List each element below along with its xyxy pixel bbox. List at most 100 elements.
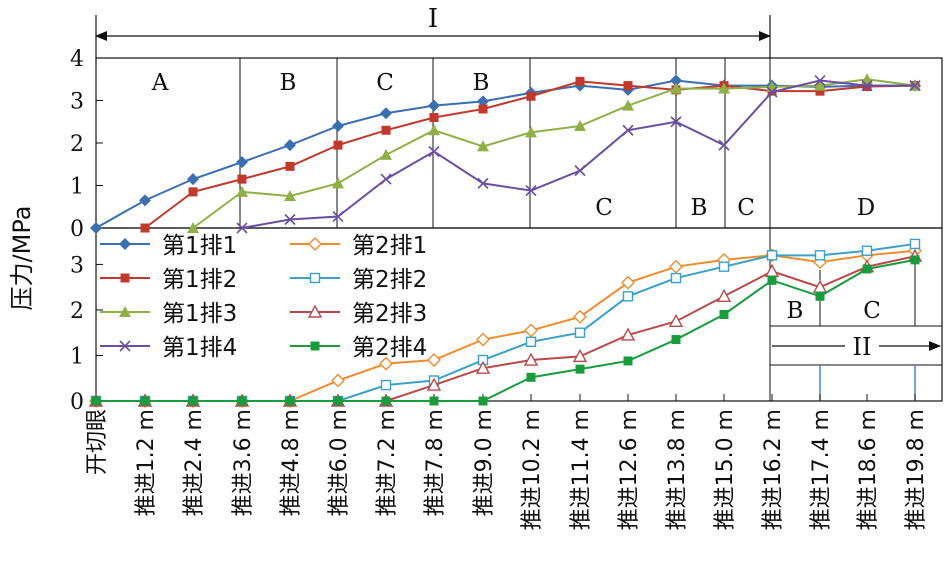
upper-series-3-point-11 [622,99,634,111]
lower-series-4-line [96,258,916,402]
legend-item-7-marker [307,304,323,318]
upper-series-4-point-11 [622,124,634,136]
legend-item-4-label: 第1排4 [162,335,237,361]
upper-y-tick-label-3: 3 [70,90,84,115]
upper-plot-frame [95,57,943,229]
lower-series-4-point-12 [671,335,681,345]
upper-series-1-point-3 [236,156,248,169]
zone-label-b3: B [691,195,708,221]
lower-series-4-point-3 [237,396,247,406]
zone-label-c1: C [376,70,394,96]
legend-item-7-label: 第2排3 [352,301,427,327]
legend-item-4: 第1排4 [100,335,237,361]
upper-series-3-point-13 [718,82,730,94]
upper-series-3-point-8 [477,140,489,152]
legend-item-1-label: 第1排1 [162,233,237,259]
lower-zones: B C II [769,228,942,401]
lower-y-tick-label-0: 0 [70,390,84,415]
upper-y-tick-label-4: 4 [70,47,84,72]
legend-item-8-marker [310,341,320,351]
range-two-label: II [853,333,872,361]
lower-plot-frame [95,227,943,402]
upper-y-tick-label-0: 0 [70,217,84,242]
x-tick-label-0: 开切眼 [85,409,110,475]
zone-label-b2: B [473,70,490,96]
lower-series-3-point-9 [523,352,539,366]
lower-series-2-point-17 [909,238,921,250]
x-tick-label-17: 推进19.8 m [904,409,929,530]
upper-series-4-point-12 [670,116,682,128]
lower-y-tick-label-1: 1 [70,344,84,369]
upper-series-4-point-15 [814,74,826,87]
upper-series-2-point-10 [575,76,585,86]
legend-item-2: 第1排2 [100,267,237,293]
upper-series-4 [236,74,921,234]
legend-item-6-label: 第2排2 [352,267,427,293]
x-tick-label-16: 推进18.6 m [856,409,881,530]
upper-series-3-point-10 [574,120,586,131]
upper-series-1-point-0 [90,222,102,234]
lower-series-2-point-16 [861,245,873,256]
legend-item-3-marker [119,306,131,317]
lower-series-1-point-9 [524,323,538,338]
x-tick-label-7: 推进7.8 m [423,409,448,516]
x-tick-label-4: 推进4.8 m [279,409,304,516]
upper-series-4-point-17 [909,80,921,92]
x-tick-label-11: 推进12.6 m [617,409,642,530]
upper-series-3-point-5 [332,177,344,189]
legend: 第1排1 第1排2 第1排3 第1排4 第2排1 第2排2 第2排3 第2排4 [100,233,427,361]
lower-y-tick-label-3: 3 [70,253,84,278]
lower-series-4-point-14 [767,275,777,285]
lower-series-4-point-2 [188,396,198,406]
upper-series-3-line [192,78,916,229]
lower-y-axis: 0 1 2 3 [70,253,103,415]
upper-series-2-point-8 [478,104,488,114]
lower-series-1-point-6 [379,356,393,371]
upper-series-1-point-12 [670,74,682,87]
upper-series-3-point-7 [428,124,440,136]
lower-series-4-point-1 [140,396,150,406]
upper-series-3-point-6 [380,148,392,160]
lower-series-2-point-14 [766,250,778,261]
upper-series-3-point-15 [814,79,826,91]
x-axis: 开切眼 推进1.2 m 推进2.4 m 推进3.6 m 推进4.8 m 推进6.0 m 推进… [85,394,929,530]
upper-series-4-point-4 [284,213,296,226]
lower-zone-label-c: C [863,298,881,324]
x-tick-label-3: 推进3.6 m [231,409,256,516]
x-tick-label-9: 推进10.2 m [520,409,545,530]
legend-item-5-marker [308,237,322,251]
zone-label-c2: C [595,195,613,221]
legend-item-1: 第1排1 [100,233,237,259]
legend-item-5-label: 第2排1 [352,233,427,259]
lower-series-4-point-16 [862,264,872,274]
lower-series-4-point-15 [815,291,825,301]
lower-series-2-point-10 [574,327,586,338]
lower-series-4-point-5 [333,396,343,406]
upper-series-4-line [241,79,915,229]
upper-y-tick-label-2: 2 [70,132,84,157]
zone-label-a: A [151,70,169,96]
legend-item-1-marker [119,238,131,250]
lower-series-4-point-9 [526,372,536,382]
lower-series-1-point-10 [573,309,587,324]
x-tick-label-2: 推进2.4 m [182,409,207,516]
legend-item-6-marker [309,272,321,284]
range-one-annotation: I [95,4,771,58]
legend-item-8-label: 第2排4 [352,335,427,361]
upper-zones: A B C B C B C D [151,58,875,228]
upper-series-3-point-12 [670,82,682,94]
upper-series-1-point-8 [477,95,489,108]
lower-series-2-point-13 [718,261,730,272]
legend-item-3-label: 第1排3 [162,301,237,327]
lower-series-4-point-4 [285,396,295,406]
upper-series-4-point-13 [718,139,730,151]
lower-series-1-point-7 [427,353,441,368]
lower-series-2-point-11 [622,291,634,302]
x-tick-label-10: 推进11.4 m [569,409,594,530]
series-layer [88,73,923,408]
upper-series-1-point-1 [139,194,151,207]
upper-series-1-point-6 [380,107,392,120]
x-tick-label-5: 推进6.0 m [327,409,352,516]
upper-series-3-point-9 [525,126,537,138]
lower-series-4-point-13 [719,310,729,319]
